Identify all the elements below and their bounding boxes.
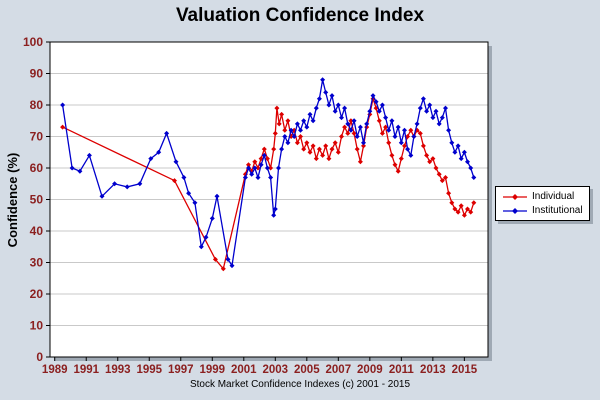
legend-marker-institutional-icon bbox=[503, 207, 527, 214]
legend-label-institutional: Institutional bbox=[532, 205, 583, 216]
legend-item-institutional: Institutional bbox=[502, 205, 583, 216]
y-tick-label: 70 bbox=[30, 130, 44, 144]
x-tick-label: 1991 bbox=[73, 364, 99, 376]
x-tick-label: 2009 bbox=[357, 364, 383, 376]
chart-legend: Individual Institutional bbox=[495, 186, 590, 221]
x-tick-label: 2001 bbox=[231, 364, 257, 376]
y-tick-label: 0 bbox=[36, 350, 43, 364]
y-tick-label: 80 bbox=[30, 98, 44, 112]
x-tick-label: 1995 bbox=[136, 364, 162, 376]
series-individual bbox=[60, 96, 477, 272]
x-tick-label: 2011 bbox=[389, 364, 415, 376]
legend-marker-individual-icon bbox=[503, 193, 527, 200]
x-tick-label: 2007 bbox=[326, 364, 352, 376]
y-tick-label: 90 bbox=[30, 67, 44, 81]
x-tick-label: 2013 bbox=[420, 364, 446, 376]
axes: 0 10 20 30 40 50 60 70 80 90 100 1989 1991 1993 1995 19… bbox=[23, 35, 478, 376]
x-tick-label: 1989 bbox=[42, 364, 68, 376]
x-tick-label: 2005 bbox=[294, 364, 320, 376]
y-tick-label: 40 bbox=[30, 224, 44, 238]
x-tick-label: 2003 bbox=[263, 364, 289, 376]
legend-label-individual: Individual bbox=[532, 191, 575, 202]
legend-item-individual: Individual bbox=[502, 191, 583, 202]
x-tick-label: 1997 bbox=[168, 364, 194, 376]
y-tick-label: 30 bbox=[30, 256, 44, 270]
x-tick-label: 2015 bbox=[452, 364, 478, 376]
y-tick-label: 60 bbox=[30, 161, 44, 175]
chart-title: Valuation Confidence Index bbox=[175, 5, 425, 26]
y-tick-label: 50 bbox=[30, 193, 44, 207]
x-tick-label: 1999 bbox=[199, 364, 225, 376]
y-tick-label: 20 bbox=[30, 287, 44, 301]
y-tick-label: 100 bbox=[23, 35, 43, 49]
series-institutional bbox=[60, 77, 477, 269]
x-tick-label: 1993 bbox=[105, 364, 131, 376]
chart-footer: Stock Market Confidence Indexes (c) 2001… bbox=[189, 379, 411, 390]
y-tick-label: 10 bbox=[30, 319, 44, 333]
